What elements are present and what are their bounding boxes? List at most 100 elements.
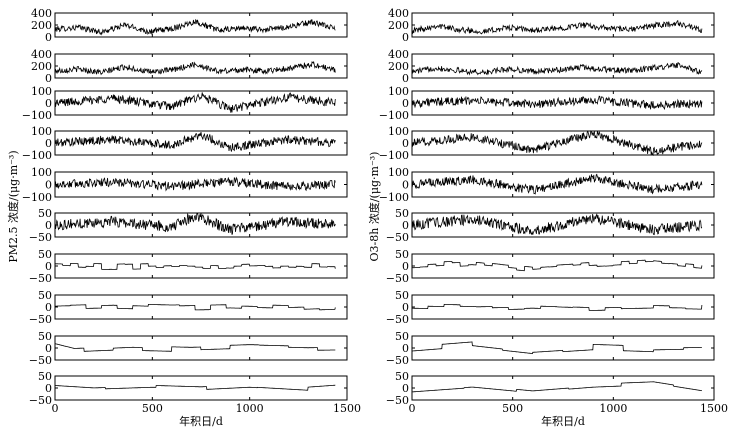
y-tick-label: 50 bbox=[395, 330, 409, 343]
y-tick-label: 50 bbox=[38, 207, 52, 220]
y-tick-label: 0 bbox=[402, 382, 409, 395]
y-tick-label: 400 bbox=[31, 7, 52, 20]
series-line bbox=[54, 18, 336, 36]
series-line bbox=[411, 95, 703, 111]
y-tick-label: 100 bbox=[388, 166, 409, 179]
y-tick-label: 0 bbox=[45, 219, 52, 232]
axes-box bbox=[411, 130, 715, 156]
x-tick-label: 1500 bbox=[700, 402, 728, 415]
axes-box bbox=[54, 90, 348, 116]
y-tick-label: 100 bbox=[31, 85, 52, 98]
y-tick-label: −50 bbox=[386, 394, 409, 407]
axes-box bbox=[411, 375, 715, 401]
series-line bbox=[54, 212, 336, 235]
y-tick-label: 50 bbox=[395, 289, 409, 302]
series-line bbox=[411, 62, 703, 76]
y-axis-label: O3-8h 浓度/(μg·m⁻³) bbox=[367, 152, 381, 262]
y-tick-label: −100 bbox=[379, 109, 409, 122]
axes-box bbox=[411, 53, 715, 79]
series-line bbox=[55, 384, 336, 391]
y-tick-label: 0 bbox=[402, 260, 409, 273]
axes-box bbox=[411, 335, 715, 361]
y-tick-label: 0 bbox=[45, 382, 52, 395]
y-tick-label: 50 bbox=[38, 248, 52, 261]
y-tick-label: 400 bbox=[31, 48, 52, 61]
y-tick-label: 0 bbox=[402, 31, 409, 44]
y-tick-label: 0 bbox=[402, 219, 409, 232]
y-tick-label: 100 bbox=[31, 166, 52, 179]
series-line bbox=[54, 176, 336, 192]
x-tick-label: 1500 bbox=[333, 402, 361, 415]
y-tick-label: 50 bbox=[395, 248, 409, 261]
y-tick-label: 200 bbox=[31, 60, 52, 73]
axes-box bbox=[411, 212, 715, 238]
axes-box bbox=[411, 253, 715, 279]
series-line bbox=[411, 213, 703, 236]
series-line bbox=[54, 92, 336, 113]
y-tick-label: 0 bbox=[402, 97, 409, 110]
y-tick-label: 100 bbox=[388, 85, 409, 98]
y-tick-label: 0 bbox=[45, 31, 52, 44]
y-tick-label: 50 bbox=[38, 370, 52, 383]
y-tick-label: 0 bbox=[402, 72, 409, 85]
y-tick-label: 200 bbox=[31, 19, 52, 32]
x-tick-label: 500 bbox=[142, 402, 163, 415]
y-tick-label: 100 bbox=[31, 125, 52, 138]
x-tick-label: 500 bbox=[502, 402, 523, 415]
y-tick-label: −50 bbox=[386, 313, 409, 326]
x-tick-label: 0 bbox=[409, 402, 416, 415]
y-tick-label: −50 bbox=[29, 313, 52, 326]
series-line bbox=[411, 259, 703, 272]
series-line bbox=[54, 60, 336, 76]
y-tick-label: −100 bbox=[379, 191, 409, 204]
series-line bbox=[55, 304, 336, 311]
x-axis-label: 年积日/d bbox=[179, 414, 223, 428]
y-tick-label: −100 bbox=[379, 149, 409, 162]
y-tick-label: 0 bbox=[45, 301, 52, 314]
y-tick-label: 100 bbox=[388, 125, 409, 138]
y-tick-label: −50 bbox=[29, 394, 52, 407]
series-line bbox=[54, 263, 336, 270]
series-line bbox=[54, 132, 336, 152]
series-line bbox=[412, 381, 702, 393]
y-tick-label: 0 bbox=[402, 342, 409, 355]
y-tick-label: 0 bbox=[402, 179, 409, 192]
y-tick-label: 200 bbox=[388, 19, 409, 32]
y-tick-label: 0 bbox=[45, 97, 52, 110]
y-tick-label: 0 bbox=[45, 342, 52, 355]
y-tick-label: 50 bbox=[38, 289, 52, 302]
y-tick-label: −50 bbox=[29, 231, 52, 244]
y-tick-label: 50 bbox=[395, 207, 409, 220]
y-tick-label: −50 bbox=[386, 231, 409, 244]
y-axis-label: PM2.5 浓度/(μg·m⁻³) bbox=[6, 150, 20, 262]
series-line bbox=[411, 130, 703, 157]
y-tick-label: 50 bbox=[395, 370, 409, 383]
y-tick-label: 400 bbox=[388, 48, 409, 61]
y-tick-label: −50 bbox=[29, 272, 52, 285]
series-line bbox=[412, 341, 702, 355]
series-line bbox=[411, 19, 703, 35]
y-tick-label: 0 bbox=[402, 301, 409, 314]
y-tick-label: 0 bbox=[402, 137, 409, 150]
x-tick-label: 1000 bbox=[599, 402, 627, 415]
y-tick-label: −100 bbox=[22, 109, 52, 122]
x-axis-label: 年积日/d bbox=[541, 414, 585, 428]
